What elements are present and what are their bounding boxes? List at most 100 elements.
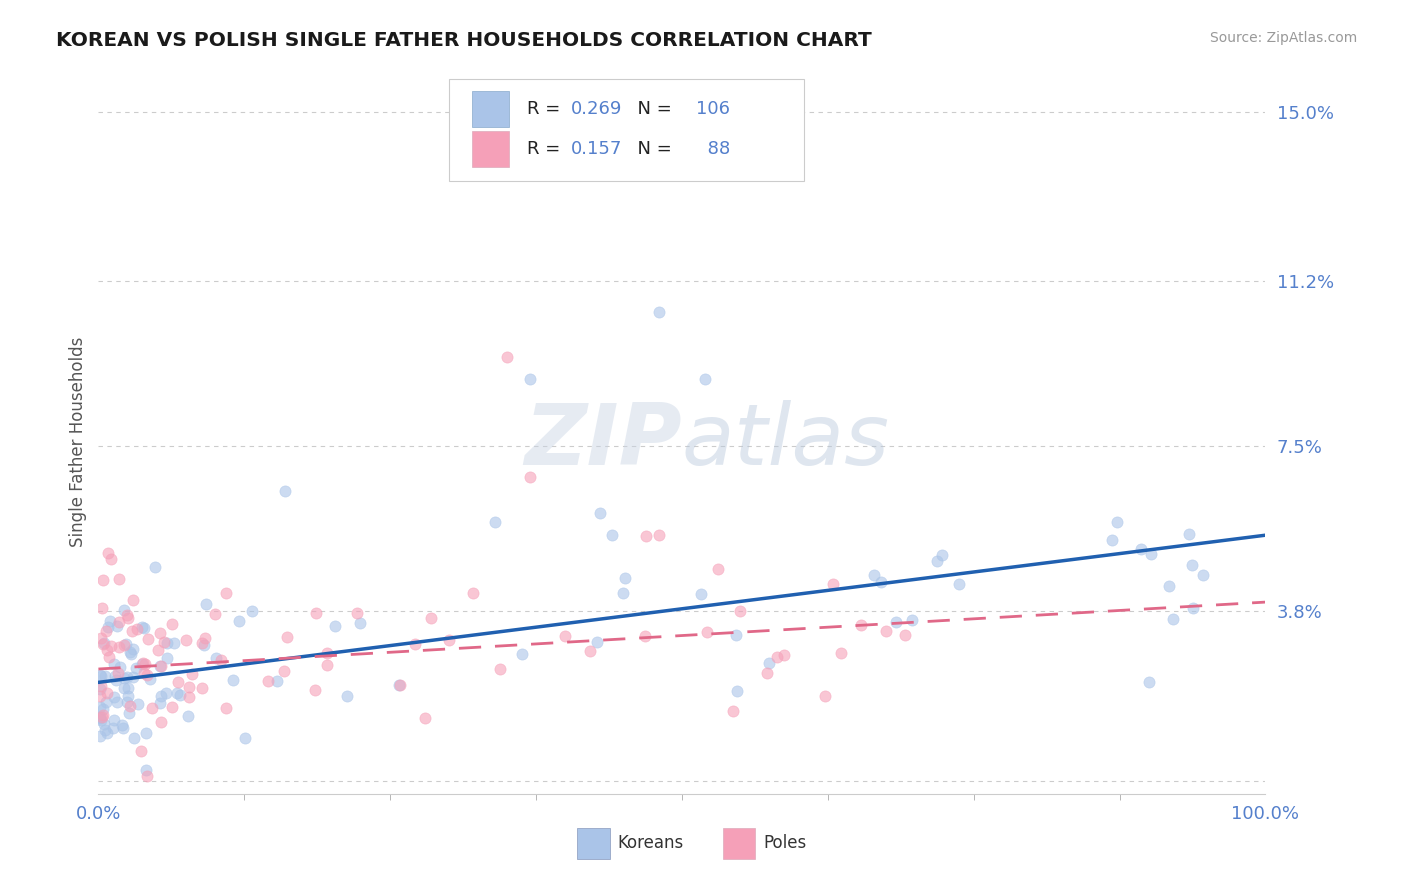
Point xyxy=(647,305,669,319)
Point xyxy=(91,702,114,716)
Text: Koreans: Koreans xyxy=(617,834,683,852)
Point xyxy=(111,718,134,732)
Point xyxy=(136,668,159,682)
Point xyxy=(134,665,156,680)
Point xyxy=(884,615,907,630)
Point xyxy=(98,614,121,628)
Point xyxy=(901,613,924,627)
Point xyxy=(690,587,713,601)
Point xyxy=(191,681,214,695)
Text: Poles: Poles xyxy=(763,834,807,852)
Point xyxy=(97,649,120,664)
Point xyxy=(121,642,143,657)
Point xyxy=(94,723,117,738)
Text: N =: N = xyxy=(626,100,678,118)
Point xyxy=(90,631,112,645)
Point xyxy=(108,572,131,586)
Point xyxy=(150,689,173,703)
Point xyxy=(135,769,157,783)
Point xyxy=(101,722,124,736)
Point xyxy=(274,483,297,498)
Point xyxy=(120,645,142,659)
FancyBboxPatch shape xyxy=(449,78,804,181)
Point xyxy=(118,706,141,720)
Point xyxy=(304,607,326,621)
Point xyxy=(149,658,172,673)
Point xyxy=(89,668,111,682)
Point xyxy=(121,624,143,638)
Point xyxy=(389,678,412,692)
Point xyxy=(155,650,177,665)
Point xyxy=(209,653,232,667)
Point xyxy=(112,603,135,617)
Text: 88: 88 xyxy=(696,140,730,158)
Point xyxy=(316,646,339,660)
Point xyxy=(276,630,298,644)
Point xyxy=(1129,541,1152,556)
Point xyxy=(107,665,129,680)
Point xyxy=(122,670,145,684)
Point xyxy=(117,670,139,684)
Point xyxy=(100,552,122,566)
Point xyxy=(107,619,129,633)
Point xyxy=(647,528,669,542)
Point xyxy=(215,586,238,600)
Text: 0.269: 0.269 xyxy=(571,100,623,118)
Point xyxy=(589,506,612,520)
Point xyxy=(1181,558,1204,572)
Point xyxy=(89,689,111,703)
Point xyxy=(107,615,129,630)
Point xyxy=(89,682,111,697)
Point xyxy=(131,744,153,758)
Point xyxy=(554,629,576,643)
Point xyxy=(586,635,609,649)
Point xyxy=(315,658,337,673)
Point xyxy=(931,548,953,562)
Point xyxy=(193,638,215,652)
Point xyxy=(163,636,186,650)
Point xyxy=(484,515,506,529)
Point xyxy=(125,661,148,675)
Point xyxy=(153,635,176,649)
Point xyxy=(195,597,218,611)
Point xyxy=(461,586,484,600)
Point xyxy=(204,651,226,665)
Point xyxy=(117,611,139,625)
Point xyxy=(304,682,326,697)
Point xyxy=(112,671,135,685)
Point xyxy=(707,562,730,576)
Point xyxy=(346,606,368,620)
Point xyxy=(141,700,163,714)
Point xyxy=(162,617,184,632)
Y-axis label: Single Father Households: Single Father Households xyxy=(69,336,87,547)
Point xyxy=(146,643,169,657)
Point xyxy=(228,614,250,628)
Point xyxy=(851,618,873,632)
Point xyxy=(89,710,111,724)
Point xyxy=(766,649,789,664)
Point xyxy=(194,631,217,645)
Point xyxy=(336,690,359,704)
Point xyxy=(166,675,188,690)
Point xyxy=(1105,515,1128,529)
Point xyxy=(117,607,139,622)
Point xyxy=(134,621,156,635)
Point xyxy=(388,678,411,692)
Point xyxy=(94,669,117,683)
Point xyxy=(1161,612,1184,626)
Point xyxy=(266,673,288,688)
Point xyxy=(177,709,200,723)
Point xyxy=(156,635,179,649)
Point xyxy=(96,695,118,709)
Point xyxy=(105,695,128,709)
Point xyxy=(91,637,114,651)
Point xyxy=(240,604,263,618)
Point xyxy=(115,637,138,651)
Point xyxy=(773,648,796,662)
Point xyxy=(233,731,256,746)
Bar xyxy=(472,131,509,167)
Point xyxy=(117,695,139,709)
Point xyxy=(96,686,118,700)
Point xyxy=(404,637,426,651)
Point xyxy=(125,622,148,636)
